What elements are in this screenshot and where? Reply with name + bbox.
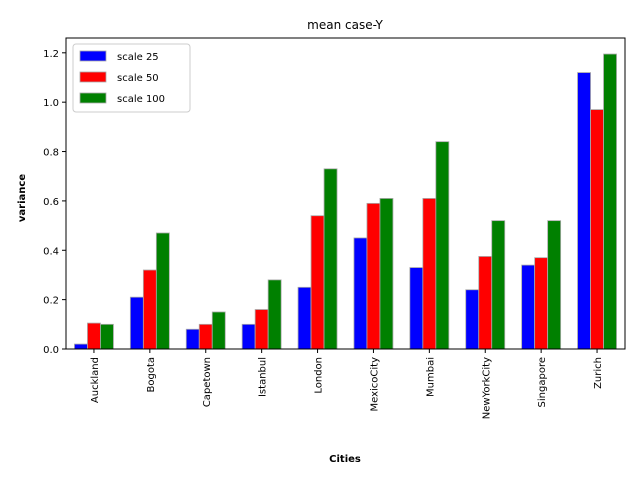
- y-tick-label: 0.0: [43, 345, 59, 356]
- bar-scale-50-Bogota: [142, 269, 157, 350]
- bar-scale-25-Auckland: [74, 343, 88, 350]
- x-tick-label: Singapore: [537, 357, 548, 407]
- axes-group: 0.0 0.2 0.4 0.6 0.8 1.0 1.2 Auckland Bogota Capet…: [43, 37, 626, 419]
- legend-swatch-scale-50: [79, 71, 107, 83]
- bar-scale-100-Istanbul: [267, 279, 282, 350]
- bar-scale-100-NewYorkCity: [491, 220, 506, 350]
- y-tick-label: 0.8: [43, 148, 59, 159]
- bar-scale-50-Singapore: [534, 257, 549, 350]
- bar-scale-100-MexicoCity: [379, 198, 394, 350]
- x-tick-label: Bogota: [146, 357, 157, 393]
- bars-group: [74, 53, 617, 350]
- bar-scale-100-Capetown: [211, 311, 226, 350]
- legend: scale 25 scale 50 scale 100: [72, 43, 191, 113]
- bar-scale-25-Bogota: [129, 296, 144, 350]
- bar-scale-100-Bogota: [155, 232, 170, 350]
- bar-scale-50-MexicoCity: [366, 202, 381, 350]
- x-tick-label: MexicoCity: [369, 357, 380, 412]
- bar-scale-100-London: [323, 168, 338, 350]
- bar-scale-50-London: [310, 215, 325, 350]
- bar-scale-100-Singapore: [547, 220, 562, 350]
- y-tick-label: 0.4: [43, 246, 59, 257]
- legend-label-scale-100: scale 100: [117, 94, 165, 105]
- bar-scale-25-London: [297, 286, 312, 350]
- x-tick-label: NewYorkCity: [481, 357, 492, 419]
- bar-scale-25-Singapore: [521, 264, 536, 350]
- legend-swatch-scale-100: [79, 92, 107, 104]
- y-tick-label: 1.2: [43, 49, 59, 60]
- legend-label-scale-25: scale 25: [117, 52, 159, 63]
- y-tick-label: 1.0: [43, 98, 59, 109]
- legend-swatch-scale-25: [79, 50, 107, 62]
- x-tick-label: London: [314, 357, 325, 394]
- x-axis-label: Cities: [329, 454, 361, 465]
- bar-scale-25-Istanbul: [241, 323, 256, 350]
- bar-scale-100-Zurich: [603, 53, 617, 350]
- bar-scale-25-Zurich: [577, 72, 591, 350]
- plot-frame: [65, 37, 626, 350]
- bar-scale-50-Istanbul: [254, 309, 269, 350]
- legend-label-scale-50: scale 50: [117, 73, 159, 84]
- bar-scale-50-Auckland: [87, 322, 101, 350]
- bar-scale-50-Capetown: [198, 323, 213, 350]
- x-tick-label: Zurich: [593, 357, 604, 389]
- x-tick-label: Mumbai: [425, 357, 436, 397]
- bar-scale-50-Zurich: [590, 109, 604, 350]
- x-tick-label: Capetown: [202, 357, 213, 407]
- y-tick-label: 0.6: [43, 197, 59, 208]
- bar-scale-100-Mumbai: [435, 141, 450, 350]
- x-tick-label: Istanbul: [258, 357, 269, 397]
- chart-title: mean case-Y: [307, 18, 383, 32]
- bar-scale-25-Mumbai: [409, 267, 424, 350]
- bar-scale-25-MexicoCity: [353, 237, 368, 350]
- x-tick-label: Auckland: [90, 357, 101, 403]
- bar-scale-50-Mumbai: [422, 198, 437, 350]
- bar-scale-100-Auckland: [100, 323, 114, 350]
- y-tick-label: 0.2: [43, 296, 59, 307]
- y-axis-label: variance: [17, 174, 28, 222]
- bar-scale-25-NewYorkCity: [465, 289, 480, 350]
- bar-scale-50-NewYorkCity: [478, 256, 493, 350]
- bar-scale-25-Capetown: [185, 328, 200, 350]
